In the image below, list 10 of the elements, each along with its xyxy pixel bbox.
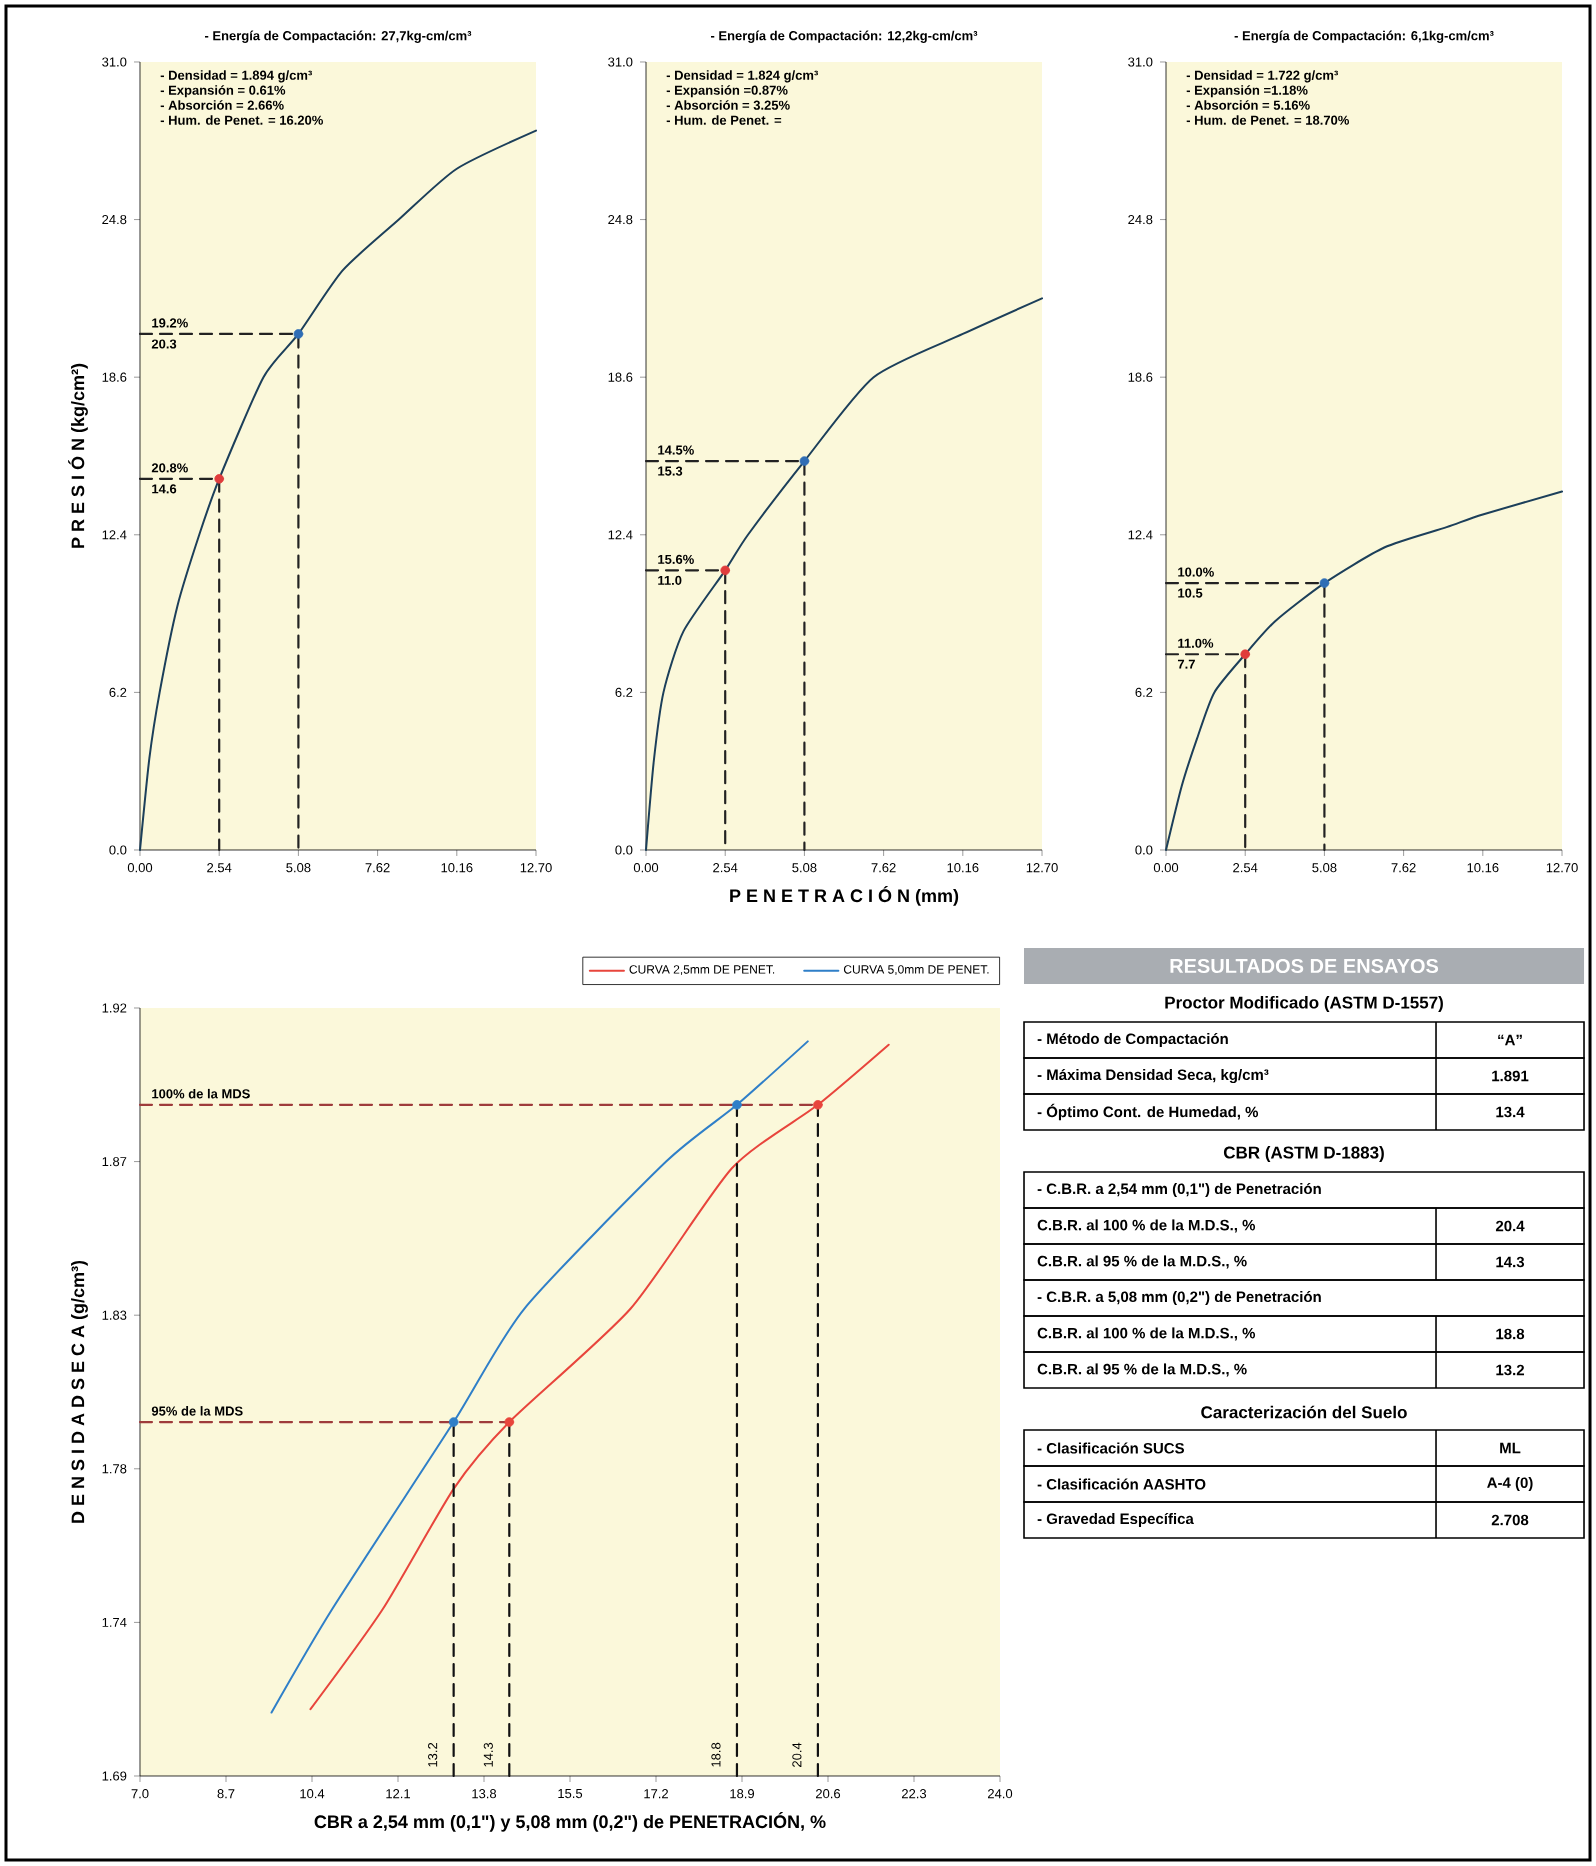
text: Proctor Modificado (ASTM D-1557) <box>1165 996 1443 1012</box>
text: RESULTADOS DE ENSAYOS <box>1170 958 1439 974</box>
line-series <box>309 1043 890 1711</box>
x-axis-title: P E N E T R A C I Ó N (mm) <box>730 885 959 906</box>
text: CBR (ASTM D-1883) <box>1223 1146 1384 1162</box>
y-axis-title: D E N S I D A D S E C A (g/cm³) <box>71 1260 88 1523</box>
line-series <box>270 1040 809 1714</box>
x-axis-title: CBR a 2,54 mm (0,1") y 5,08 mm (0,2") de PENETRACIÓN, % <box>314 1811 826 1832</box>
y-axis-title: P R E S I Ó N (kg/cm²) <box>68 363 88 548</box>
text: Caracterización del Suelo <box>1201 1405 1407 1419</box>
